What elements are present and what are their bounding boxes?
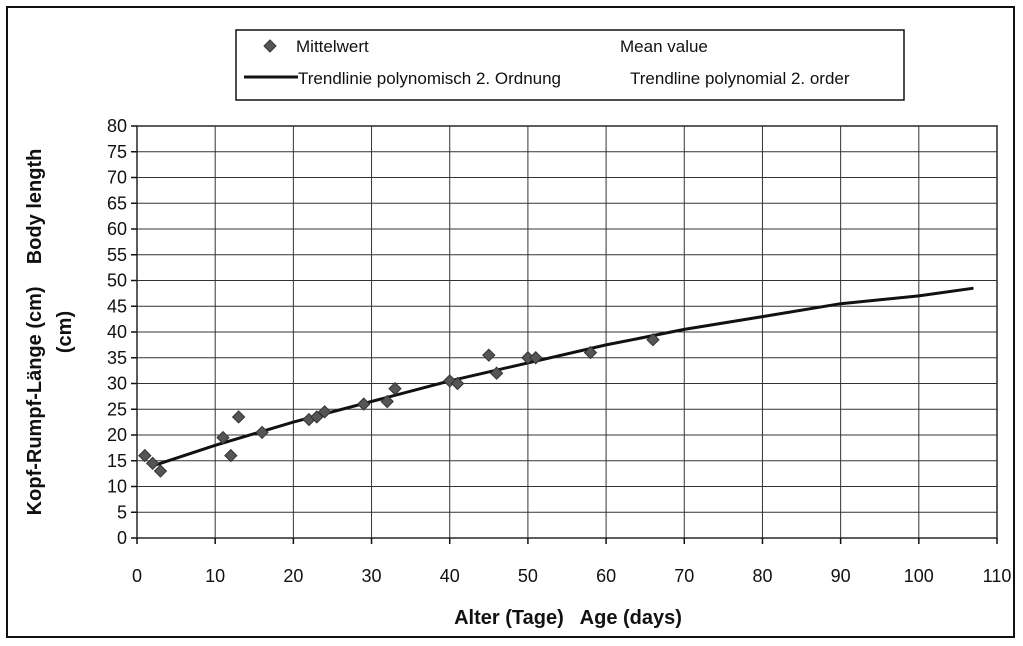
data-point [583,345,598,360]
x-tick-label: 80 [752,566,772,586]
data-point [145,456,160,471]
y-tick-label: 15 [107,451,127,471]
y-tick-label: 5 [117,502,127,522]
data-point [380,394,394,409]
y-tick-label: 40 [107,322,127,342]
legend-label-mean-en: Mean value [620,37,708,56]
data-point [224,448,238,463]
y-tick-label: 30 [107,374,127,394]
data-point [357,397,371,411]
y-axis-ticks: 0 5 10 15 20 25 30 35 40 45 50 55 60 65 70 75 80 [107,116,137,548]
data-point [529,351,543,365]
y-tick-label: 80 [107,116,127,136]
legend-diamond-marker [263,39,277,53]
x-tick-label: 40 [440,566,460,586]
data-point [482,348,496,362]
x-tick-label: 0 [132,566,142,586]
data-point [231,410,246,424]
y-tick-label: 50 [107,271,127,291]
y-tick-label: 10 [107,477,127,497]
y-axis-title-line2: (cm) [54,311,76,353]
x-tick-label: 20 [283,566,303,586]
legend-label-trend-de: Trendlinie polynomisch 2. Ordnung [298,69,561,88]
data-point [138,448,152,463]
data-point [450,376,465,391]
trendline [152,286,974,468]
x-tick-label: 60 [596,566,616,586]
data-points [138,333,660,478]
y-tick-label: 55 [107,245,127,265]
data-point [388,381,402,396]
x-tick-label: 110 [983,566,1012,586]
y-tick-label: 35 [107,348,127,368]
x-tick-label: 70 [674,566,694,586]
legend-box [235,29,905,101]
data-point [489,366,504,380]
x-tick-label: 10 [205,566,225,586]
y-tick-label: 25 [107,399,127,419]
x-axis-title: Alter (Tage) Age (days) [454,607,682,629]
data-point [646,333,660,347]
data-point [153,464,168,478]
legend: Mittelwert Mean value Trendlinie polynom… [235,29,905,101]
y-axis-title-line1: Kopf-Rumpf-Länge (cm) Body length [24,149,46,516]
x-tick-label: 50 [518,566,538,586]
data-point [255,425,269,440]
legend-label-trend-en: Trendline polynomial 2. order [630,69,850,88]
x-axis-ticks: 0 10 20 30 40 50 60 70 80 90 100 110 [132,538,1011,586]
x-tick-label: 90 [831,566,851,586]
data-point [317,405,332,419]
x-tick-label: 100 [904,566,934,586]
x-tick-label: 30 [362,566,382,586]
y-tick-label: 65 [107,193,127,213]
y-tick-label: 60 [107,219,127,239]
y-tick-label: 0 [117,528,127,548]
y-tick-label: 70 [107,168,127,188]
legend-label-mean-de: Mittelwert [296,37,369,56]
y-tick-label: 45 [107,296,127,316]
data-point [310,410,324,424]
y-tick-label: 20 [107,425,127,445]
data-point [216,430,230,445]
grid [136,125,998,539]
y-tick-label: 75 [107,142,127,162]
